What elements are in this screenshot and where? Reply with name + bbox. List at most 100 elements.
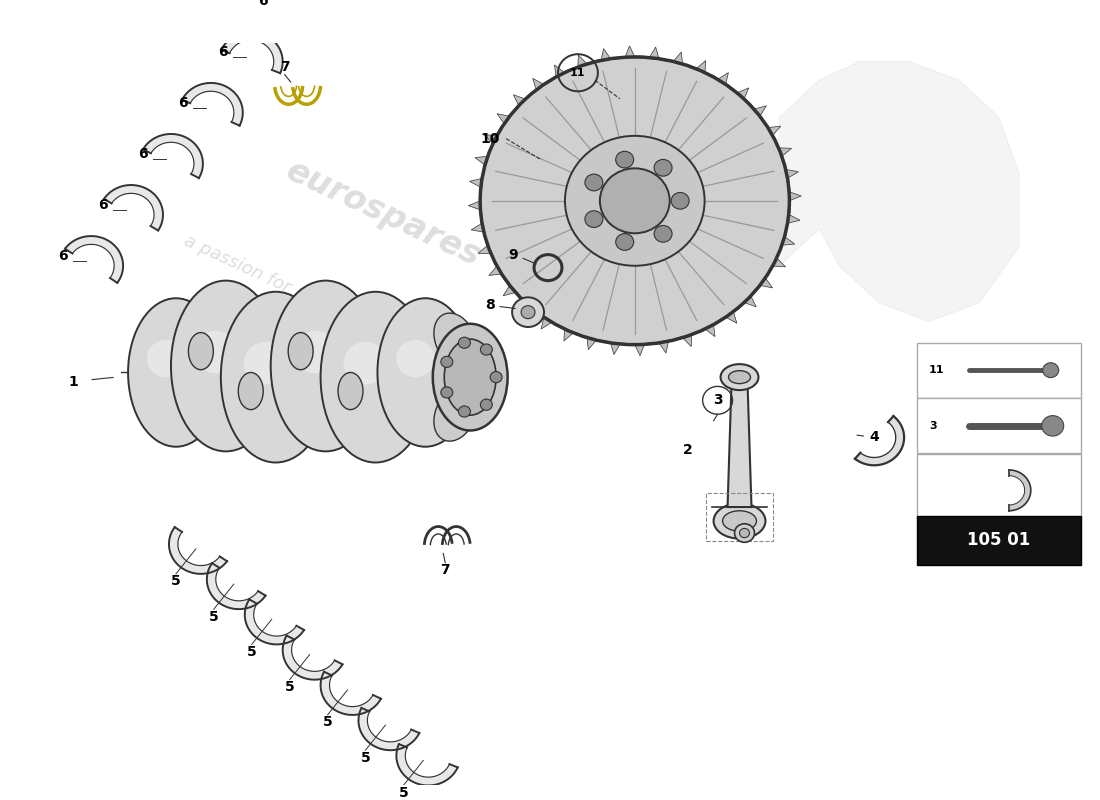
Ellipse shape <box>723 510 757 531</box>
Circle shape <box>481 399 493 410</box>
Polygon shape <box>207 563 265 609</box>
Polygon shape <box>717 73 728 85</box>
Ellipse shape <box>338 373 363 410</box>
Text: 10: 10 <box>481 132 499 146</box>
Text: 3: 3 <box>930 421 937 431</box>
Text: 6: 6 <box>218 46 228 59</box>
Polygon shape <box>497 114 509 124</box>
Polygon shape <box>484 135 497 144</box>
Ellipse shape <box>271 281 381 451</box>
Polygon shape <box>564 329 573 341</box>
Ellipse shape <box>728 370 750 384</box>
Circle shape <box>491 371 502 382</box>
Text: 5: 5 <box>361 750 371 765</box>
Polygon shape <box>601 49 610 61</box>
Text: eurospares: eurospares <box>280 154 486 273</box>
Text: 5: 5 <box>246 645 256 659</box>
Polygon shape <box>726 312 737 323</box>
Polygon shape <box>782 237 794 246</box>
Polygon shape <box>785 170 799 178</box>
Polygon shape <box>659 341 669 353</box>
Ellipse shape <box>433 387 476 441</box>
Text: a passion for parts since 1985: a passion for parts since 1985 <box>180 231 434 362</box>
Polygon shape <box>520 302 532 314</box>
Circle shape <box>654 159 672 176</box>
Polygon shape <box>471 223 484 232</box>
Ellipse shape <box>188 333 213 370</box>
Circle shape <box>600 168 670 234</box>
FancyBboxPatch shape <box>917 398 1080 454</box>
Polygon shape <box>744 296 756 307</box>
Text: 5: 5 <box>172 574 180 588</box>
Ellipse shape <box>396 340 435 377</box>
Polygon shape <box>673 52 683 64</box>
Circle shape <box>616 234 634 250</box>
Polygon shape <box>503 286 516 296</box>
Polygon shape <box>754 106 767 116</box>
Circle shape <box>671 193 689 209</box>
Ellipse shape <box>343 342 387 385</box>
Polygon shape <box>283 635 342 680</box>
FancyBboxPatch shape <box>917 342 1080 398</box>
Text: 6: 6 <box>139 147 147 162</box>
Polygon shape <box>396 744 458 786</box>
Ellipse shape <box>377 298 473 446</box>
Polygon shape <box>705 325 715 337</box>
FancyBboxPatch shape <box>917 516 1080 565</box>
Circle shape <box>459 337 471 348</box>
Polygon shape <box>772 258 785 266</box>
Polygon shape <box>475 156 487 165</box>
Polygon shape <box>359 708 419 750</box>
Polygon shape <box>587 338 596 350</box>
Polygon shape <box>261 0 322 21</box>
Polygon shape <box>541 317 552 329</box>
Circle shape <box>585 210 603 227</box>
Polygon shape <box>514 94 526 106</box>
Ellipse shape <box>444 339 496 415</box>
Polygon shape <box>737 88 749 99</box>
Text: 7: 7 <box>279 60 289 74</box>
Text: 5: 5 <box>285 680 295 694</box>
Text: 5: 5 <box>398 786 408 800</box>
Text: 6: 6 <box>58 250 68 263</box>
Text: 9: 9 <box>508 248 518 262</box>
Text: 7: 7 <box>440 563 450 577</box>
Circle shape <box>441 387 453 398</box>
Polygon shape <box>683 334 692 346</box>
Polygon shape <box>610 343 620 354</box>
Text: 4: 4 <box>869 430 879 445</box>
Polygon shape <box>760 278 772 288</box>
Ellipse shape <box>244 342 288 385</box>
Ellipse shape <box>294 330 338 374</box>
Polygon shape <box>625 46 635 58</box>
Polygon shape <box>727 382 751 507</box>
Polygon shape <box>759 62 1019 322</box>
FancyBboxPatch shape <box>917 454 1080 518</box>
Text: 6: 6 <box>178 96 188 110</box>
Circle shape <box>616 151 634 168</box>
Text: 6: 6 <box>257 0 267 8</box>
Circle shape <box>513 298 544 327</box>
Polygon shape <box>532 78 543 90</box>
Polygon shape <box>788 214 800 223</box>
Polygon shape <box>143 134 202 178</box>
Circle shape <box>481 344 493 355</box>
Text: 5: 5 <box>209 610 219 623</box>
Circle shape <box>565 136 705 266</box>
Circle shape <box>735 524 755 542</box>
Text: 8: 8 <box>485 298 495 312</box>
Polygon shape <box>578 55 587 67</box>
Ellipse shape <box>720 364 759 390</box>
Text: 3: 3 <box>713 394 723 407</box>
Polygon shape <box>478 246 491 254</box>
Polygon shape <box>470 178 482 187</box>
Polygon shape <box>320 672 381 715</box>
Circle shape <box>441 356 453 367</box>
Ellipse shape <box>194 330 238 374</box>
Polygon shape <box>183 83 243 126</box>
Circle shape <box>521 306 535 318</box>
Text: 5: 5 <box>322 715 332 730</box>
Circle shape <box>459 406 471 417</box>
Circle shape <box>739 528 749 538</box>
Text: 105 01: 105 01 <box>967 531 1031 550</box>
